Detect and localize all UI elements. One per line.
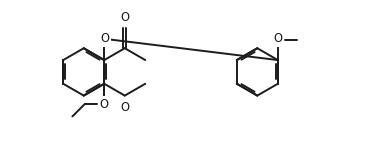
Text: O: O: [100, 32, 109, 45]
Text: O: O: [120, 11, 129, 24]
Text: O: O: [100, 98, 109, 111]
Text: O: O: [120, 101, 129, 114]
Text: O: O: [274, 32, 283, 45]
